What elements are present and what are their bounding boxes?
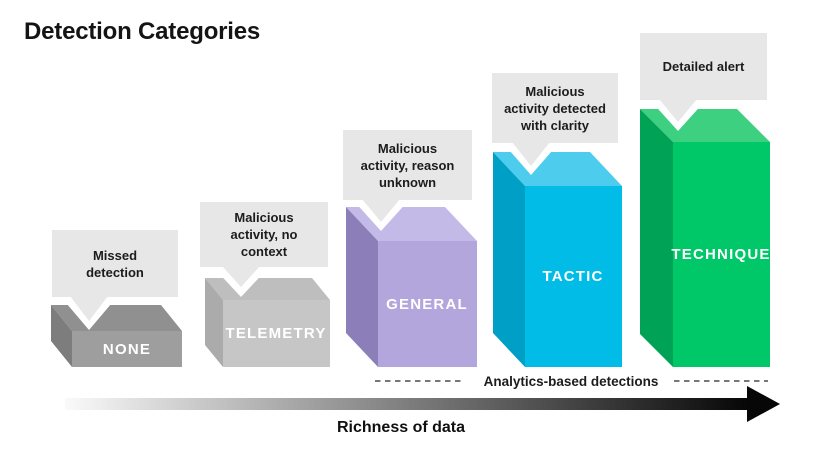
block-telemetry-top-face bbox=[205, 278, 330, 300]
block-technique-label: TECHNIQUE bbox=[671, 246, 770, 263]
block-technique: TECHNIQUE bbox=[640, 99, 770, 367]
block-general-left-face bbox=[346, 207, 378, 367]
richness-arrow-bar bbox=[65, 398, 747, 410]
block-telemetry: TELEMETRY bbox=[205, 266, 330, 367]
block-technique-front-face bbox=[673, 142, 770, 367]
bubble-technique: Detailed alert bbox=[640, 33, 767, 100]
bubble-telemetry-tail-icon bbox=[222, 266, 260, 287]
block-telemetry-front-face bbox=[223, 300, 330, 367]
richness-label: Richness of data bbox=[337, 419, 465, 436]
block-tactic-front-face bbox=[525, 186, 622, 367]
bubble-tactic-tail-icon bbox=[512, 142, 550, 166]
block-general: GENERAL bbox=[346, 199, 477, 367]
block-none: NONE bbox=[51, 296, 182, 367]
richness-arrow-head-icon bbox=[747, 386, 780, 422]
block-tactic-left-face bbox=[493, 152, 525, 367]
page-title: Detection Categories bbox=[24, 18, 261, 45]
block-technique-left-face bbox=[640, 109, 673, 367]
bubble-general: Malicious activity, reason unknown bbox=[343, 130, 472, 200]
block-none-top-face bbox=[51, 305, 182, 331]
block-telemetry-label: TELEMETRY bbox=[225, 325, 326, 342]
bubble-general-tail-icon bbox=[362, 199, 400, 222]
analytics-label: Analytics-based detections bbox=[484, 374, 659, 389]
bubble-none: Missed detection bbox=[52, 230, 178, 297]
block-tactic: TACTIC bbox=[493, 142, 622, 367]
block-general-front-face bbox=[378, 241, 477, 367]
bubble-none-tail-icon bbox=[70, 296, 108, 321]
bubble-tactic: Malicious activity detected with clarity bbox=[492, 73, 618, 143]
block-tactic-label: TACTIC bbox=[542, 268, 603, 285]
block-telemetry-left-face bbox=[205, 278, 223, 367]
block-none-front-face bbox=[72, 331, 182, 367]
block-general-label: GENERAL bbox=[386, 296, 468, 313]
block-none-label: NONE bbox=[103, 341, 151, 358]
bubble-technique-tail-icon bbox=[659, 99, 697, 122]
bubble-telemetry: Malicious activity, no context bbox=[200, 202, 328, 267]
block-none-left-face bbox=[51, 305, 72, 367]
